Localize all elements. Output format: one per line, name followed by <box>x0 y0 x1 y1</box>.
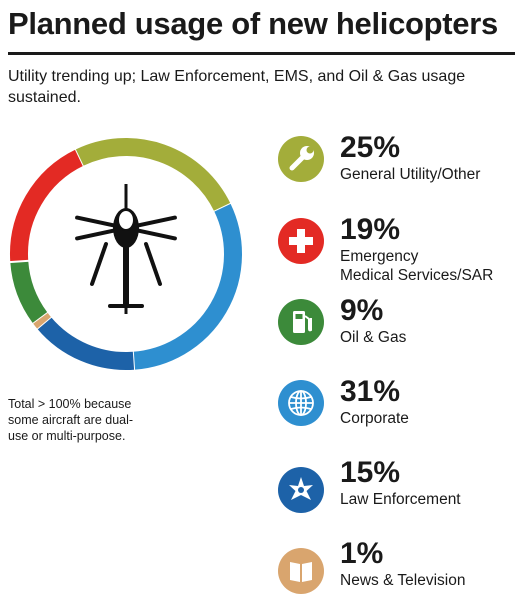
legend-value: 1% <box>340 537 384 570</box>
legend-label: Emergency Medical Services/SAR <box>340 248 494 284</box>
globe-icon <box>278 380 324 426</box>
chart-subtitle: Utility trending up; Law Enforcement, EM… <box>8 68 466 106</box>
legend-value: 9% <box>340 294 384 327</box>
legend-label: Corporate <box>340 410 409 427</box>
legend-value: 25% <box>340 131 401 164</box>
sheriff-star-icon <box>278 467 324 513</box>
legend-item-oil-gas: 9% Oil & Gas <box>278 295 518 365</box>
donut-slice-law-enforcement <box>37 316 135 370</box>
donut-slice-corporate <box>132 203 242 370</box>
legend-label: Law Enforcement <box>340 491 461 508</box>
legend-item-law-enforcement: 15% Law Enforcement <box>278 457 518 527</box>
medical-cross-icon <box>278 218 324 264</box>
newspaper-icon <box>278 548 324 594</box>
slice-separator <box>9 259 30 264</box>
donut-chart <box>9 138 242 371</box>
donut-slice-emergency-medical-services-sar <box>10 149 84 263</box>
legend-item-corporate: 31% Corporate <box>278 376 518 446</box>
legend-label: General Utility/Other <box>340 166 481 183</box>
donut-slice-general-utility-other <box>75 138 231 212</box>
footnote: Total > 100% because some aircraft are d… <box>8 397 134 443</box>
title-rule <box>8 52 515 55</box>
legend-item-emergency-medical-services-sar: 19% Emergency Medical Services/SAR <box>278 214 518 284</box>
legend-value: 31% <box>340 375 401 408</box>
legend-value: 15% <box>340 456 401 489</box>
legend-item-general-utility-other: 25% General Utility/Other <box>278 132 518 202</box>
donut-slice-news-television <box>32 312 51 329</box>
legend-label: News & Television <box>340 572 466 589</box>
wrench-icon <box>278 136 324 182</box>
legend-item-news-television: 1% News & Television <box>278 538 518 608</box>
legend-label: Oil & Gas <box>340 329 407 346</box>
donut-slice-oil-gas <box>10 260 48 323</box>
helicopter-icon <box>75 184 177 314</box>
chart-title: Planned usage of new helicopters <box>8 6 498 41</box>
fuel-pump-icon <box>278 299 324 345</box>
legend-value: 19% <box>340 213 401 246</box>
slice-separator <box>35 315 53 330</box>
